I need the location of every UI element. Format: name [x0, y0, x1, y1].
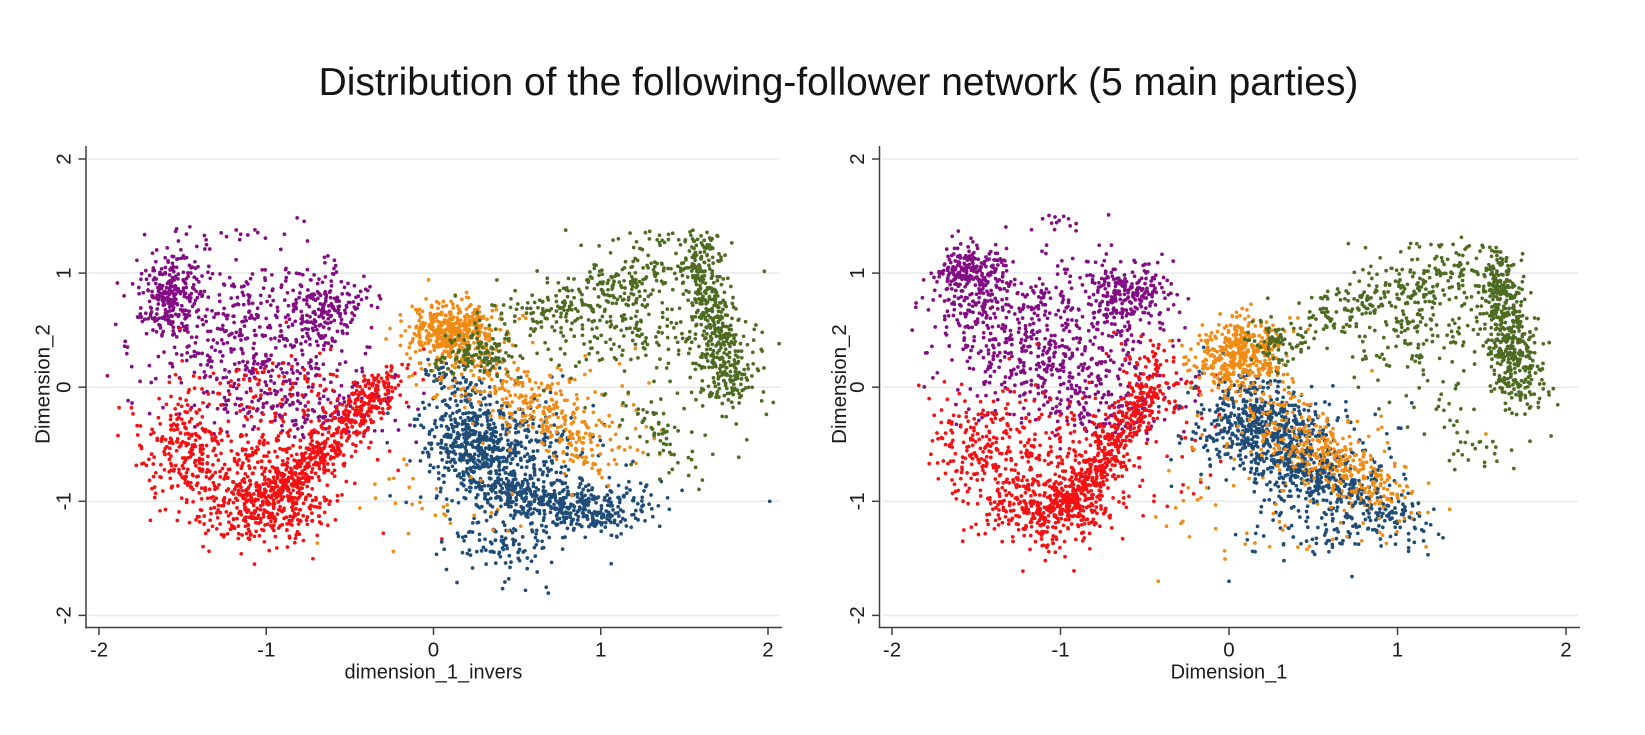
svg-text:2: 2 — [1560, 639, 1571, 662]
svg-text:-2: -2 — [90, 639, 108, 662]
svg-text:Dimension_2: Dimension_2 — [828, 324, 851, 444]
svg-text:2: 2 — [762, 639, 773, 662]
svg-text:Dimension_1: Dimension_1 — [1171, 661, 1288, 683]
svg-text:2: 2 — [53, 153, 76, 164]
svg-text:1: 1 — [595, 639, 606, 662]
svg-text:-2: -2 — [53, 606, 76, 624]
svg-text:0: 0 — [53, 381, 76, 392]
svg-text:dimension_1_invers: dimension_1_invers — [345, 661, 523, 683]
svg-text:1: 1 — [53, 267, 76, 278]
svg-text:1: 1 — [1392, 639, 1403, 662]
svg-text:1: 1 — [846, 267, 869, 278]
svg-text:0: 0 — [428, 639, 439, 662]
svg-text:Dimension_2: Dimension_2 — [32, 324, 55, 444]
svg-text:Distribution of the following-: Distribution of the following-follower n… — [319, 61, 1359, 104]
svg-text:-1: -1 — [257, 639, 275, 662]
svg-text:-2: -2 — [883, 639, 901, 662]
svg-text:-1: -1 — [53, 492, 76, 510]
svg-text:0: 0 — [1223, 639, 1234, 662]
svg-text:-2: -2 — [846, 606, 869, 624]
svg-text:-1: -1 — [846, 492, 869, 510]
svg-text:-1: -1 — [1051, 639, 1069, 662]
svg-text:2: 2 — [846, 153, 869, 164]
svg-text:0: 0 — [846, 381, 869, 392]
